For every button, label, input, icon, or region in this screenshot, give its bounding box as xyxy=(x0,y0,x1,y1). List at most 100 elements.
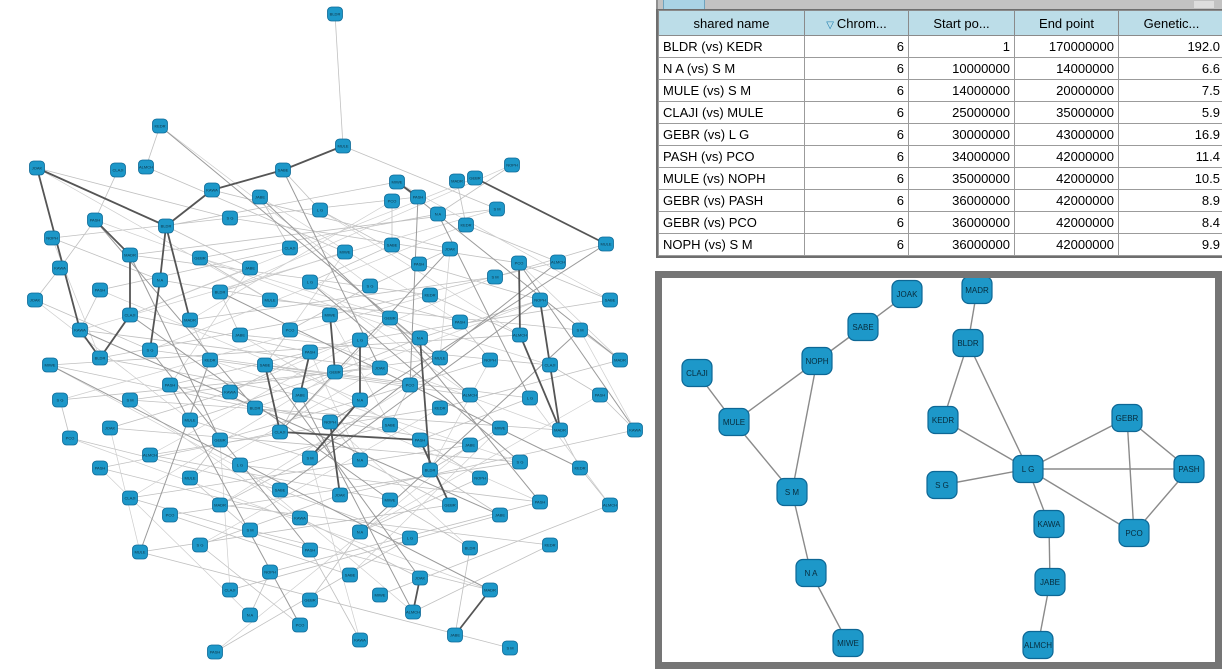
overview-node[interactable]: S G xyxy=(142,342,158,358)
overview-node[interactable]: N A xyxy=(352,452,368,468)
cell-value[interactable]: 6 xyxy=(804,57,909,80)
overview-node[interactable]: PASH xyxy=(92,282,108,298)
overview-node[interactable]: JOAK xyxy=(29,160,45,176)
overview-node[interactable]: MADR xyxy=(122,247,138,263)
overview-node[interactable]: MULE xyxy=(132,544,148,560)
overview-node[interactable]: S M xyxy=(122,392,138,408)
subnetwork-node-ALMCH[interactable]: ALMCH xyxy=(1022,630,1054,660)
overview-node[interactable]: ALMCH xyxy=(142,447,158,463)
overview-node[interactable]: SABE xyxy=(272,482,288,498)
overview-node[interactable]: GEBR xyxy=(212,432,228,448)
overview-node[interactable]: PCO xyxy=(292,617,308,633)
cell-value[interactable]: 36000000 xyxy=(908,211,1015,234)
cell-value[interactable]: 20000000 xyxy=(1014,79,1119,102)
overview-node[interactable]: NOPH xyxy=(532,292,548,308)
overview-node[interactable]: JOAK xyxy=(372,360,388,376)
cell-value[interactable]: 43000000 xyxy=(1014,123,1119,146)
overview-node[interactable]: MULE xyxy=(182,412,198,428)
overview-node[interactable]: JABE xyxy=(492,507,508,523)
subnetwork-node-JABE[interactable]: JABE xyxy=(1034,567,1066,597)
overview-node[interactable]: SABE xyxy=(384,237,400,253)
subnetwork-node-S-G[interactable]: S G xyxy=(926,470,958,500)
overview-node[interactable]: S G xyxy=(222,210,238,226)
overview-node[interactable]: MADR xyxy=(482,582,498,598)
subnetwork-node-N-A[interactable]: N A xyxy=(795,558,827,588)
subnetwork-node-MULE[interactable]: MULE xyxy=(718,407,750,437)
overview-node[interactable]: PASH xyxy=(411,256,427,272)
overview-node[interactable]: CLAJI xyxy=(542,357,558,373)
overview-node[interactable]: MIWE xyxy=(322,307,338,323)
overview-node[interactable]: CLAJI xyxy=(282,240,298,256)
cell-value[interactable]: 6 xyxy=(804,123,909,146)
overview-node[interactable]: BLDR xyxy=(212,284,228,300)
overview-node[interactable]: PCO xyxy=(511,255,527,271)
overview-node[interactable]: MADR xyxy=(212,497,228,513)
overview-node[interactable]: MIWE xyxy=(337,244,353,260)
overview-node[interactable]: BLDR xyxy=(422,462,438,478)
overview-node[interactable]: PCO xyxy=(62,430,78,446)
overview-node[interactable]: ALMCH xyxy=(602,497,618,513)
overview-node[interactable]: MIWE xyxy=(42,357,58,373)
overview-node[interactable]: CLAJI xyxy=(222,582,238,598)
overview-node[interactable]: GEBR xyxy=(327,364,343,380)
cell-value[interactable]: 42000000 xyxy=(1014,145,1119,168)
table-row[interactable]: PASH (vs) PCO 6 34000000 42000000 11.4 xyxy=(658,145,1222,168)
overview-node[interactable]: BLDR xyxy=(92,350,108,366)
overview-node[interactable]: CLAJI xyxy=(272,424,288,440)
overview-node[interactable]: PCO xyxy=(282,322,298,338)
cell-value[interactable]: 8.9 xyxy=(1118,189,1222,212)
overview-node[interactable]: S G xyxy=(512,454,528,470)
overview-node[interactable]: GEBR xyxy=(442,497,458,513)
overview-node[interactable]: ALMCH xyxy=(405,604,421,620)
subnetwork-node-BLDR[interactable]: BLDR xyxy=(952,328,984,358)
cell-value[interactable]: 35000000 xyxy=(908,167,1015,190)
overview-node[interactable]: MULE xyxy=(432,350,448,366)
cell-value[interactable]: 9.9 xyxy=(1118,233,1222,256)
overview-node[interactable]: GEBR xyxy=(467,170,483,186)
overview-node[interactable]: JABE xyxy=(292,387,308,403)
overview-node[interactable]: PCO xyxy=(162,507,178,523)
overview-node[interactable]: KAWA xyxy=(292,510,308,526)
cell-value[interactable]: 6 xyxy=(804,35,909,58)
overview-node[interactable]: S M xyxy=(489,201,505,217)
cell-shared-name[interactable]: PASH (vs) PCO xyxy=(658,145,805,168)
overview-node[interactable]: PASH xyxy=(452,314,468,330)
overview-node[interactable]: S G xyxy=(362,278,378,294)
subnetwork-node-KAWA[interactable]: KAWA xyxy=(1033,509,1065,539)
cell-shared-name[interactable]: GEBR (vs) PASH xyxy=(658,189,805,212)
cell-value[interactable]: 7.5 xyxy=(1118,79,1222,102)
overview-node[interactable]: MADR xyxy=(552,422,568,438)
cell-value[interactable]: 10.5 xyxy=(1118,167,1222,190)
overview-node[interactable]: JOAK xyxy=(442,241,458,257)
cell-value[interactable]: 16.9 xyxy=(1118,123,1222,146)
overview-node[interactable]: S M xyxy=(302,450,318,466)
overview-node[interactable]: SABE xyxy=(602,292,618,308)
cell-value[interactable]: 11.4 xyxy=(1118,145,1222,168)
overview-node[interactable]: ALMCH xyxy=(462,387,478,403)
cell-value[interactable]: 6 xyxy=(804,145,909,168)
cell-value[interactable]: 6 xyxy=(804,101,909,124)
cell-shared-name[interactable]: GEBR (vs) PCO xyxy=(658,211,805,234)
overview-node[interactable]: S G xyxy=(52,392,68,408)
overview-node[interactable]: MADR xyxy=(182,312,198,328)
cell-value[interactable]: 25000000 xyxy=(908,101,1015,124)
overview-node[interactable]: PCO xyxy=(384,193,400,209)
cell-value[interactable]: 34000000 xyxy=(908,145,1015,168)
overview-node[interactable]: KEDR xyxy=(202,352,218,368)
overview-node[interactable]: MIWE xyxy=(382,492,398,508)
overview-node[interactable]: SABE xyxy=(275,162,291,178)
subnetwork-node-S-M[interactable]: S M xyxy=(776,477,808,507)
overview-node[interactable]: GEBR xyxy=(382,310,398,326)
overview-node[interactable]: N A xyxy=(430,206,446,222)
table-row[interactable]: GEBR (vs) PASH 6 36000000 42000000 8.9 xyxy=(658,189,1222,212)
overview-node[interactable]: L G xyxy=(522,390,538,406)
column-header[interactable]: Genetic... xyxy=(1118,10,1222,36)
overview-node[interactable]: PASH xyxy=(412,432,428,448)
overview-node[interactable]: ALMCH xyxy=(138,159,154,175)
overview-node[interactable]: NOPH xyxy=(262,564,278,580)
cell-value[interactable]: 6 xyxy=(804,167,909,190)
cell-shared-name[interactable]: MULE (vs) NOPH xyxy=(658,167,805,190)
overview-node[interactable]: JABE xyxy=(242,260,258,276)
overview-node[interactable]: NOPH xyxy=(482,352,498,368)
subnetwork-node-MADR[interactable]: MADR xyxy=(961,278,993,305)
